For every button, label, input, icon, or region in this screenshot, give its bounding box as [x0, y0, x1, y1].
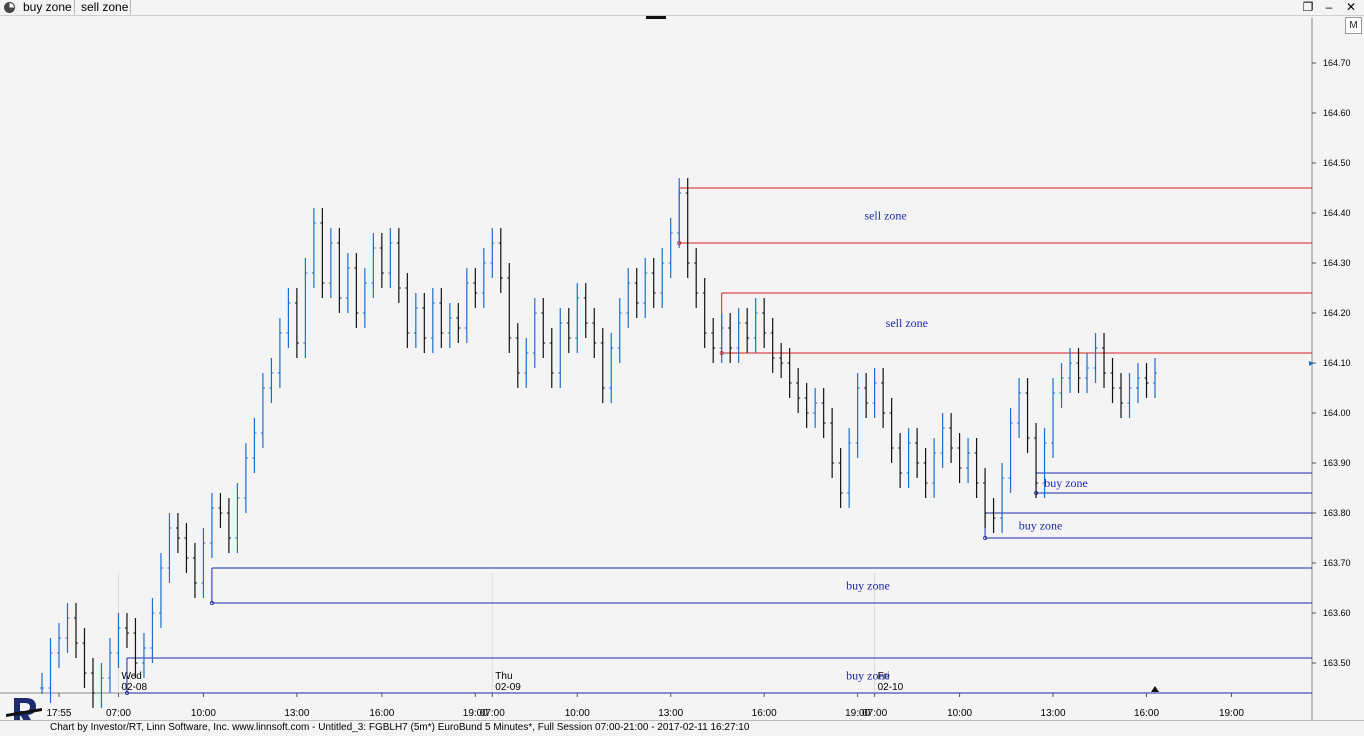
- y-tick-label: 164.00: [1323, 408, 1351, 418]
- x-tick-label: 10:00: [191, 708, 216, 719]
- x-tick-label: 07:00: [480, 708, 505, 719]
- buy-zone-anchor: [209, 601, 214, 606]
- x-tick-label: 07:00: [862, 708, 887, 719]
- x-tick-label: 13:00: [284, 708, 309, 719]
- plot-area: [40, 18, 1312, 693]
- y-tick-label: 163.70: [1323, 558, 1351, 568]
- day-date-label: 02-08: [121, 682, 147, 693]
- x-tick-label: 13:00: [1041, 708, 1066, 719]
- x-tick-label: 16:00: [752, 708, 777, 719]
- sell-zone-label: sell zone: [864, 209, 906, 223]
- x-tick-label: 07:00: [106, 708, 131, 719]
- x-tick-label: 19:00: [1219, 708, 1244, 719]
- y-tick-label: 163.90: [1323, 458, 1351, 468]
- status-text: Chart by Investor/RT, Linn Software, Inc…: [50, 722, 750, 733]
- x-tick-label: 13:00: [658, 708, 683, 719]
- x-tick-label: 10:00: [565, 708, 590, 719]
- tab-buy-zone[interactable]: buy zone: [21, 0, 75, 14]
- y-tick-label: 164.50: [1323, 158, 1351, 168]
- y-tick-label: 163.80: [1323, 508, 1351, 518]
- sell-zone-label: sell zone: [886, 316, 928, 330]
- buy-zone-label: buy zone: [846, 669, 890, 683]
- price-bars: [40, 178, 1157, 708]
- buy-zone-label: buy zone: [1019, 519, 1063, 533]
- y-tick-label: 164.70: [1323, 58, 1351, 68]
- day-date-label: 02-10: [878, 682, 904, 693]
- app-menu-icon[interactable]: [3, 1, 16, 14]
- current-time-marker: [1151, 686, 1159, 692]
- x-tick-label: 16:00: [1134, 708, 1159, 719]
- top-toolbar: buy zone sell zone ❐ – ✕: [0, 0, 1364, 16]
- y-tick-label: 163.60: [1323, 608, 1351, 618]
- x-tick-label: 19:00: [845, 708, 870, 719]
- y-tick-label: 163.50: [1323, 658, 1351, 668]
- status-bar: Chart by Investor/RT, Linn Software, Inc…: [0, 720, 1364, 736]
- scroll-handle: [646, 16, 666, 19]
- buy-zone-anchor: [124, 691, 129, 696]
- minimize-icon[interactable]: –: [1325, 0, 1333, 14]
- m-button[interactable]: M: [1345, 17, 1362, 34]
- x-tick-label: 19:00: [463, 708, 488, 719]
- x-tick-label: 10:00: [947, 708, 972, 719]
- tab-sell-zone[interactable]: sell zone: [79, 0, 132, 14]
- y-tick-label: 164.60: [1323, 108, 1351, 118]
- last-price-marker: ▸: [1309, 358, 1314, 369]
- day-label: Wed: [121, 671, 141, 682]
- close-icon[interactable]: ✕: [1345, 0, 1357, 14]
- day-label: Fri: [878, 671, 890, 682]
- restore-icon[interactable]: ❐: [1302, 0, 1314, 14]
- x-tick-label: 17:55: [46, 708, 71, 719]
- buy-zone-anchor: [983, 536, 988, 541]
- y-tick-label: 164.20: [1323, 308, 1351, 318]
- y-tick-label: 164.40: [1323, 208, 1351, 218]
- day-label: Thu: [495, 671, 512, 682]
- buy-zone-label: buy zone: [846, 579, 890, 593]
- y-tick-label: 164.30: [1323, 258, 1351, 268]
- buy-zone-label: buy zone: [1044, 476, 1088, 490]
- y-tick-label: 164.10: [1323, 358, 1351, 368]
- x-tick-label: 16:00: [369, 708, 394, 719]
- day-date-label: 02-09: [495, 682, 521, 693]
